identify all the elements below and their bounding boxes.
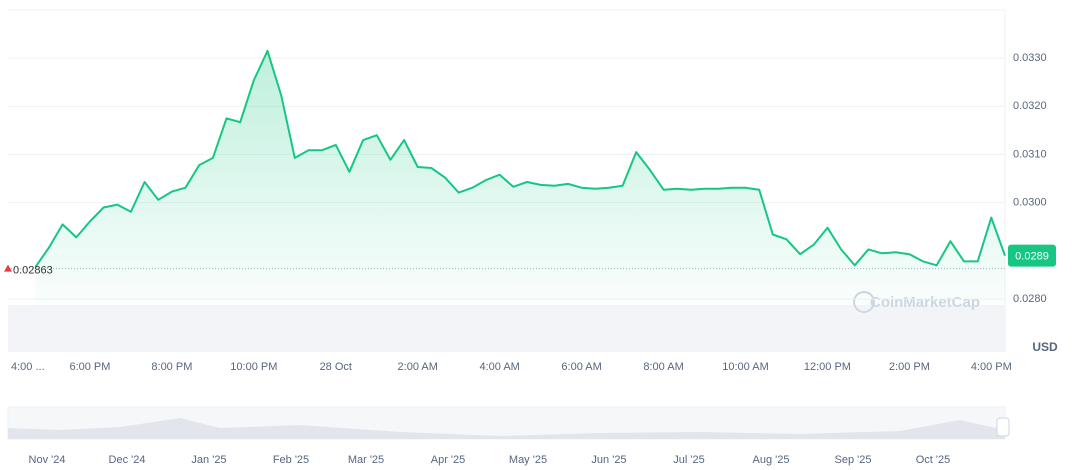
x-tick-label: 8:00 AM — [643, 361, 683, 373]
navigator-label: Mar '25 — [348, 454, 384, 466]
navigator-label: Feb '25 — [273, 454, 309, 466]
x-tick-label: 6:00 AM — [561, 361, 601, 373]
navigator-label: Oct '25 — [916, 454, 951, 466]
x-tick-label: 12:00 PM — [804, 361, 851, 373]
x-tick-label: 10:00 PM — [230, 361, 277, 373]
y-tick-label: 0.0310 — [1013, 148, 1047, 160]
navigator-label: Nov '24 — [29, 454, 66, 466]
navigator-label: Jan '25 — [191, 454, 226, 466]
y-tick-label: 0.0320 — [1013, 100, 1047, 112]
area — [35, 50, 1006, 306]
y-tick-label: 0.0280 — [1013, 293, 1047, 305]
current-price-badge — [1008, 244, 1056, 267]
navigator-handle[interactable] — [996, 417, 1010, 437]
navigator-label: Sep '25 — [835, 454, 872, 466]
price-line — [34, 49, 1006, 268]
open-price-label: 0.02863 — [13, 265, 53, 277]
navigator-label: May '25 — [509, 454, 547, 466]
navigator-label: Dec '24 — [109, 454, 146, 466]
x-tick-label: 2:00 PM — [889, 361, 930, 373]
x-tick-label: 2:00 AM — [398, 361, 438, 373]
x-tick-label: 4:00 ... — [11, 361, 45, 373]
open-price-marker — [4, 264, 12, 272]
navigator-label: Apr '25 — [431, 454, 466, 466]
x-tick-label: 4:00 PM — [971, 361, 1012, 373]
y-tick-label: 0.0300 — [1013, 197, 1047, 209]
current-price-label: 0.0289 — [1015, 251, 1049, 263]
navigator-label: Aug '25 — [753, 454, 790, 466]
x-tick-label: 6:00 PM — [69, 361, 110, 373]
x-tick-label: 28 Oct — [320, 361, 352, 373]
x-tick-label: 10:00 AM — [722, 361, 768, 373]
x-tick-label: 4:00 AM — [479, 361, 519, 373]
navigator-label: Jun '25 — [591, 454, 626, 466]
y-axis-label: USD — [1032, 340, 1058, 354]
navigator-area — [8, 418, 1005, 439]
y-tick-label: 0.0330 — [1013, 52, 1047, 64]
x-tick-label: 8:00 PM — [151, 361, 192, 373]
volume-band — [8, 305, 1005, 352]
navigator-label: Jul '25 — [673, 454, 704, 466]
